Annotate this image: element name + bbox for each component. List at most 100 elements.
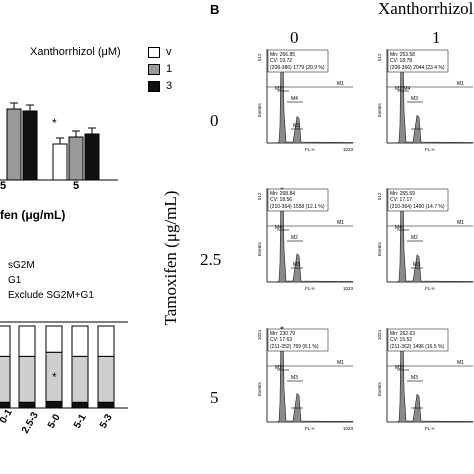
- stack-segment-0-1-1: [0, 355, 11, 403]
- y-axis-max: 512: [377, 192, 382, 200]
- histogram-distribution: [387, 50, 474, 144]
- x-axis-max: 1023: [343, 286, 354, 291]
- y-axis-label: Events: [377, 381, 382, 396]
- legend-swatch-v: [148, 47, 160, 58]
- stack-segment-5-3-0: [97, 401, 115, 409]
- stat-cv: CV: 18.56: [270, 197, 292, 203]
- marker-label-m1: M1: [457, 81, 464, 87]
- stat-mean: Mn: 230.79: [270, 331, 295, 337]
- stack-segment-5-0-2: [45, 325, 63, 353]
- stat-range: (210-364) 1558 (12.1 %): [270, 204, 325, 210]
- histogram-distribution: [387, 329, 474, 423]
- bottom-cat-label-5-1: 5-1: [72, 412, 89, 431]
- stat-range: (211-352) 769 (8.1 %): [270, 344, 319, 350]
- column-value-0: 0: [290, 28, 299, 47]
- stats-box: [387, 49, 449, 73]
- legend-swatch-1: [148, 64, 160, 75]
- marker-label: M2: [395, 365, 402, 371]
- histogram-distribution: [267, 187, 354, 283]
- stat-range: (211-362) 1496 (16.5 %): [390, 344, 444, 350]
- marker-label-m1: M1: [337, 220, 344, 226]
- histogram-cell: Mn: 262.63 CV: 15.52 (211-362) 1496 (16.5 …: [375, 326, 474, 434]
- bottom-legend-g1: G1: [8, 275, 22, 286]
- panel-b-label: B: [210, 2, 220, 17]
- stat-mean: Mn: 266.85: [270, 52, 295, 58]
- stack-segment-5-1-2: [71, 325, 89, 357]
- marker-label: M3: [411, 96, 418, 102]
- stat-cv: CV: 17.17: [390, 197, 412, 203]
- stats-box: [267, 49, 329, 73]
- stats-box: [387, 188, 449, 212]
- marker-label: M3: [413, 262, 420, 268]
- marker-label: M2 M4: [395, 86, 411, 92]
- marker-label: M3: [411, 375, 418, 381]
- x-axis-label: FL-A: [425, 286, 435, 291]
- marker-label: M4: [395, 225, 402, 231]
- stat-mean: Mn: 268.84: [270, 191, 295, 197]
- marker-label: M4: [275, 225, 282, 231]
- x-axis-label: FL-A: [305, 147, 315, 152]
- top-bar-chart: [0, 102, 118, 181]
- histogram-distribution: [267, 326, 354, 423]
- bottom-legend-exclude: Exclude SG2M+G1: [8, 290, 94, 301]
- stats-box: [267, 188, 329, 212]
- row-value-2-5: 2.5: [200, 250, 222, 269]
- marker-label: M2: [411, 235, 418, 241]
- stat-cv: CV: 18.78: [390, 58, 412, 64]
- stat-mean: Mn: 253.58: [390, 52, 415, 58]
- legend-swatch-3: [148, 81, 160, 92]
- bottom-cat-label-5-0: 5-0: [46, 412, 63, 431]
- stack-segment-0-1-2: [0, 325, 11, 357]
- marker-label: M3: [293, 123, 300, 129]
- y-axis-label: Events: [257, 241, 262, 256]
- bottom-cat-label-5-3: 5-3: [98, 412, 115, 431]
- top-bar-2.5-3: [22, 110, 38, 181]
- histogram-cell: Mn: 230.79 CV: 17.63 (211-352) 769 (8.1 %)…: [255, 326, 355, 434]
- marker-label: M3: [293, 262, 300, 268]
- stack-segment-5-1-1: [71, 355, 89, 403]
- row-value-5: 5: [210, 388, 219, 407]
- marker-label: M3: [291, 375, 298, 381]
- stat-cv: CV: 19.72: [270, 58, 292, 64]
- histogram-cell: Mn: 265.69 CV: 17.17 (210-364) 1490 (14.7 …: [375, 186, 474, 294]
- y-axis-max: 1024: [377, 329, 382, 340]
- row-title: Tamoxifen (μg/mL): [161, 190, 180, 326]
- stack-segment-5-1-0: [71, 401, 89, 409]
- histogram-cell: Mn: 253.58 CV: 18.78 (208-366) 2044 (23.4 …: [375, 47, 474, 155]
- x-axis-label: FL-A: [425, 426, 435, 431]
- stat-range: (208-386) 1779 (20.9 %): [270, 65, 325, 71]
- marker-label-m1: M1: [337, 360, 344, 366]
- stack-segment-2.5-3-0: [18, 401, 36, 409]
- y-axis-label: Events: [257, 381, 262, 396]
- marker-label: M2: [275, 365, 282, 371]
- marker-label-m1: M1: [457, 220, 464, 226]
- legend-label-3: 3: [166, 80, 173, 92]
- stat-mean: Mn: 265.69: [390, 191, 415, 197]
- y-axis-label: Events: [377, 241, 382, 256]
- row-value-0: 0: [210, 111, 219, 130]
- top-bar-5-v: [52, 143, 68, 181]
- stat-range: (208-366) 2044 (23.4 %): [390, 65, 445, 71]
- y-axis-max: 512: [377, 53, 382, 61]
- column-title: Xanthorrhizol: [378, 0, 474, 18]
- stat-cv: CV: 15.52: [390, 337, 412, 343]
- histogram-distribution: [387, 191, 474, 283]
- marker-label: M4: [291, 96, 298, 102]
- marker-label: M2: [275, 86, 282, 92]
- y-axis-max: 512: [257, 192, 262, 200]
- y-axis-max: 1024: [257, 329, 262, 340]
- x-axis-label: FL-A: [305, 286, 315, 291]
- stat-cv: CV: 17.63: [270, 337, 292, 343]
- significance-star-top: *: [52, 116, 57, 130]
- top-tick-label-5: 5: [73, 180, 80, 192]
- top-bar-5-3: [84, 133, 100, 181]
- stack-segment-5-0-0: [45, 400, 63, 409]
- column-value-1: 1: [432, 28, 441, 47]
- stat-range: (210-364) 1490 (14.7 %): [390, 204, 445, 210]
